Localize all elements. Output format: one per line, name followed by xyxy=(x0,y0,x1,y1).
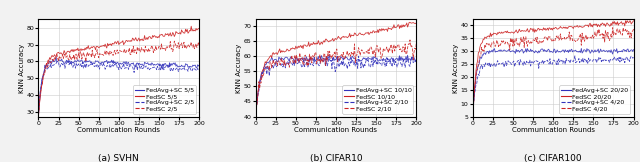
X-axis label: Communication Rounds: Communication Rounds xyxy=(511,127,595,133)
Legend: FedAvg+SC 10/10, FedSC 10/10, FedAvg+SC 2/10, FedSC 2/10: FedAvg+SC 10/10, FedSC 10/10, FedAvg+SC … xyxy=(342,85,413,114)
X-axis label: Communication Rounds: Communication Rounds xyxy=(77,127,161,133)
Y-axis label: KNN Accuracy: KNN Accuracy xyxy=(236,43,242,93)
Text: (c) CIFAR100: (c) CIFAR100 xyxy=(524,154,582,162)
Legend: FedAvg+SC 5/5, FedSC 5/5, FedAvg+SC 2/5, FedSC 2/5: FedAvg+SC 5/5, FedSC 5/5, FedAvg+SC 2/5,… xyxy=(133,85,196,114)
Y-axis label: KNN Accuracy: KNN Accuracy xyxy=(453,43,460,93)
X-axis label: Communication Rounds: Communication Rounds xyxy=(294,127,378,133)
Legend: FedAvg+SC 20/20, FedSC 20/20, FedAvg+SC 4/20, FedSC 4/20: FedAvg+SC 20/20, FedSC 20/20, FedAvg+SC … xyxy=(559,85,630,114)
Text: (b) CIFAR10: (b) CIFAR10 xyxy=(310,154,362,162)
Text: (a) SVHN: (a) SVHN xyxy=(99,154,140,162)
Y-axis label: KNN Accuracy: KNN Accuracy xyxy=(19,43,25,93)
